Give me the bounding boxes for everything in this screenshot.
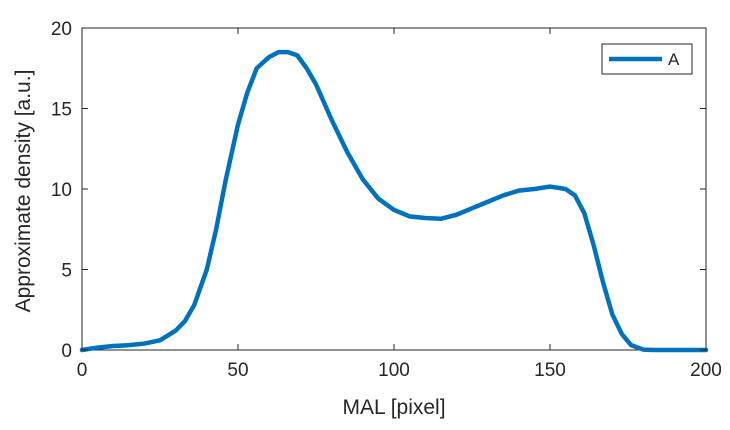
legend: A <box>601 43 693 75</box>
x-axis-label: MAL [pixel] <box>342 396 445 419</box>
plot-area <box>79 27 709 353</box>
y-tick-label: 15 <box>51 100 72 121</box>
legend-label-A: A <box>668 50 680 69</box>
x-tick-label: 150 <box>534 360 566 381</box>
plot-frame <box>81 27 707 351</box>
y-axis-ticks: 0 5 10 15 20 <box>51 19 706 362</box>
y-axis-label: Approximate density [a.u.] <box>12 70 35 313</box>
y-tick-label: 20 <box>51 19 72 40</box>
x-tick-label: 0 <box>77 360 88 381</box>
y-tick-label: 5 <box>61 261 72 282</box>
y-tick-label: 10 <box>51 180 72 201</box>
y-tick-label: 0 <box>61 341 72 362</box>
series-line-A <box>79 49 709 353</box>
x-tick-label: 100 <box>378 360 410 381</box>
x-axis-ticks: 0 50 100 150 200 <box>77 28 722 381</box>
x-tick-label: 50 <box>227 360 248 381</box>
x-tick-label: 200 <box>690 360 722 381</box>
